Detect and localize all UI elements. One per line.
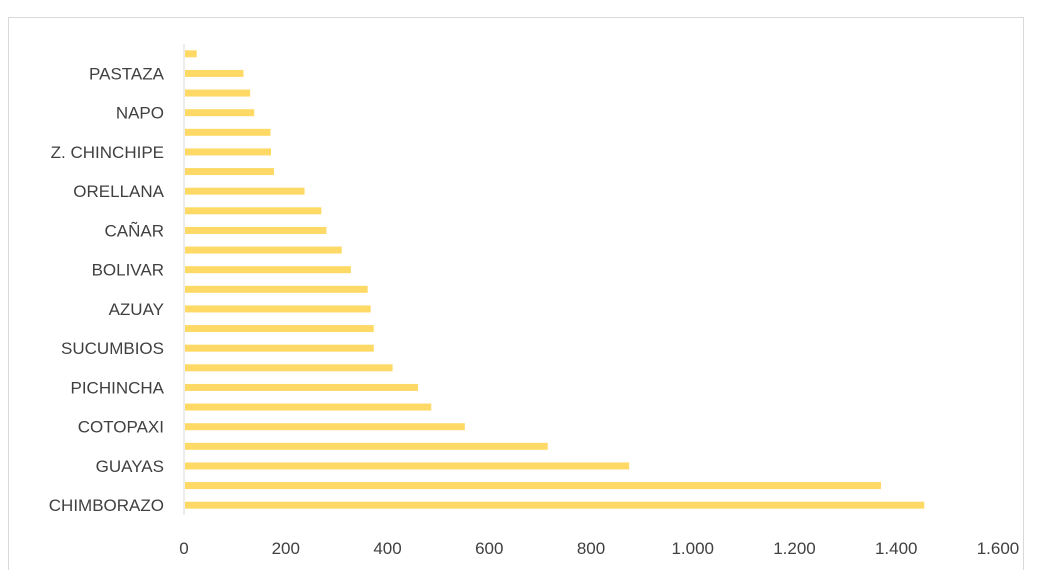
category-label-0: CHIMBORAZO bbox=[49, 496, 164, 515]
x-tick-label-8: 1.600 bbox=[977, 539, 1020, 558]
bar-21 bbox=[185, 89, 251, 97]
bar-17 bbox=[185, 168, 275, 176]
bar-22 bbox=[185, 69, 244, 77]
bar-0 bbox=[185, 501, 925, 509]
bar-11 bbox=[185, 285, 368, 293]
bar-18 bbox=[185, 148, 271, 156]
x-tick-label-4: 800 bbox=[577, 539, 605, 558]
category-label-8: SUCUMBIOS bbox=[61, 339, 164, 358]
category-label-10: AZUAY bbox=[109, 300, 164, 319]
category-label-16: ORELLANA bbox=[73, 182, 164, 201]
category-label-4: COTOPAXI bbox=[78, 418, 164, 437]
bar-4 bbox=[185, 423, 465, 431]
bar-15 bbox=[185, 207, 322, 215]
bar-2 bbox=[185, 462, 630, 470]
bar-3 bbox=[185, 442, 548, 450]
category-label-6: PICHINCHA bbox=[70, 378, 164, 397]
category-label-18: Z. CHINCHIPE bbox=[51, 143, 164, 162]
category-label-14: CAÑAR bbox=[104, 221, 164, 240]
bar-20 bbox=[185, 109, 255, 117]
bar-13 bbox=[185, 246, 342, 254]
bar-16 bbox=[185, 187, 305, 195]
category-label-20: NAPO bbox=[116, 104, 164, 123]
bar-6 bbox=[185, 383, 419, 391]
category-label-12: BOLIVAR bbox=[92, 261, 164, 280]
bar-14 bbox=[185, 226, 327, 234]
x-tick-label-2: 400 bbox=[373, 539, 401, 558]
x-tick-label-7: 1.400 bbox=[875, 539, 918, 558]
category-label-2: GUAYAS bbox=[96, 457, 164, 476]
bar-1 bbox=[185, 482, 881, 490]
x-tick-label-1: 200 bbox=[272, 539, 300, 558]
x-tick-label-6: 1.200 bbox=[773, 539, 816, 558]
bar-23 bbox=[185, 50, 197, 58]
x-tick-label-0: 0 bbox=[179, 539, 188, 558]
category-label-22: PASTAZA bbox=[89, 64, 165, 83]
x-tick-label-3: 600 bbox=[475, 539, 503, 558]
bar-7 bbox=[185, 364, 393, 372]
bar-8 bbox=[185, 344, 374, 352]
bar-9 bbox=[185, 325, 374, 333]
bar-10 bbox=[185, 305, 371, 313]
chart-frame bbox=[8, 17, 1024, 570]
bar-5 bbox=[185, 403, 432, 411]
bar-19 bbox=[185, 128, 271, 136]
bar-12 bbox=[185, 266, 351, 274]
x-tick-label-5: 1.000 bbox=[671, 539, 714, 558]
